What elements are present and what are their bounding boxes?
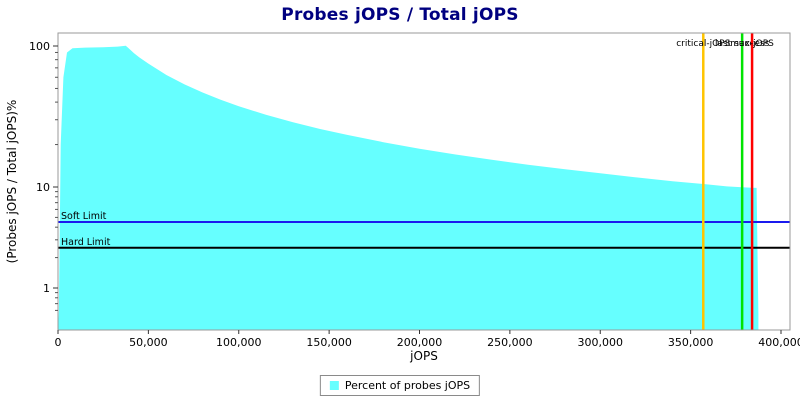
y-tick-label: 1 — [43, 282, 50, 295]
v-marker-label-max-jops: max-jOPS — [730, 39, 774, 49]
x-tick-label: 150,000 — [306, 336, 352, 349]
legend-swatch-icon — [329, 381, 339, 390]
legend: Percent of probes jOPS — [319, 375, 481, 396]
h-marker-label-hard-limit: Hard Limit — [61, 237, 111, 248]
y-tick-label: 100 — [29, 40, 50, 53]
x-tick-label: 50,000 — [129, 336, 168, 349]
x-tick-label: 400,000 — [758, 336, 800, 349]
area-series-percent-of-probes-jops — [58, 45, 759, 330]
x-axis-title: jOPS — [409, 349, 438, 363]
h-marker-label-soft-limit: Soft Limit — [61, 211, 107, 222]
v-marker-label-critical-jops: critical-jOPS — [676, 39, 730, 49]
x-tick-label: 200,000 — [397, 336, 443, 349]
x-tick-label: 250,000 — [487, 336, 533, 349]
y-axis-title: (Probes jOPS / Total jOPS)% — [5, 100, 19, 264]
chart-title: Probes jOPS / Total jOPS — [281, 5, 519, 25]
x-tick-label: 300,000 — [578, 336, 624, 349]
y-tick-label: 10 — [36, 181, 50, 194]
x-tick-label: 0 — [55, 336, 62, 349]
x-tick-label: 100,000 — [216, 336, 262, 349]
x-tick-label: 350,000 — [668, 336, 714, 349]
v-marker-label-last-success: last success — [715, 39, 770, 49]
plot-border — [57, 32, 791, 331]
legend-label: Percent of probes jOPS — [344, 379, 471, 392]
